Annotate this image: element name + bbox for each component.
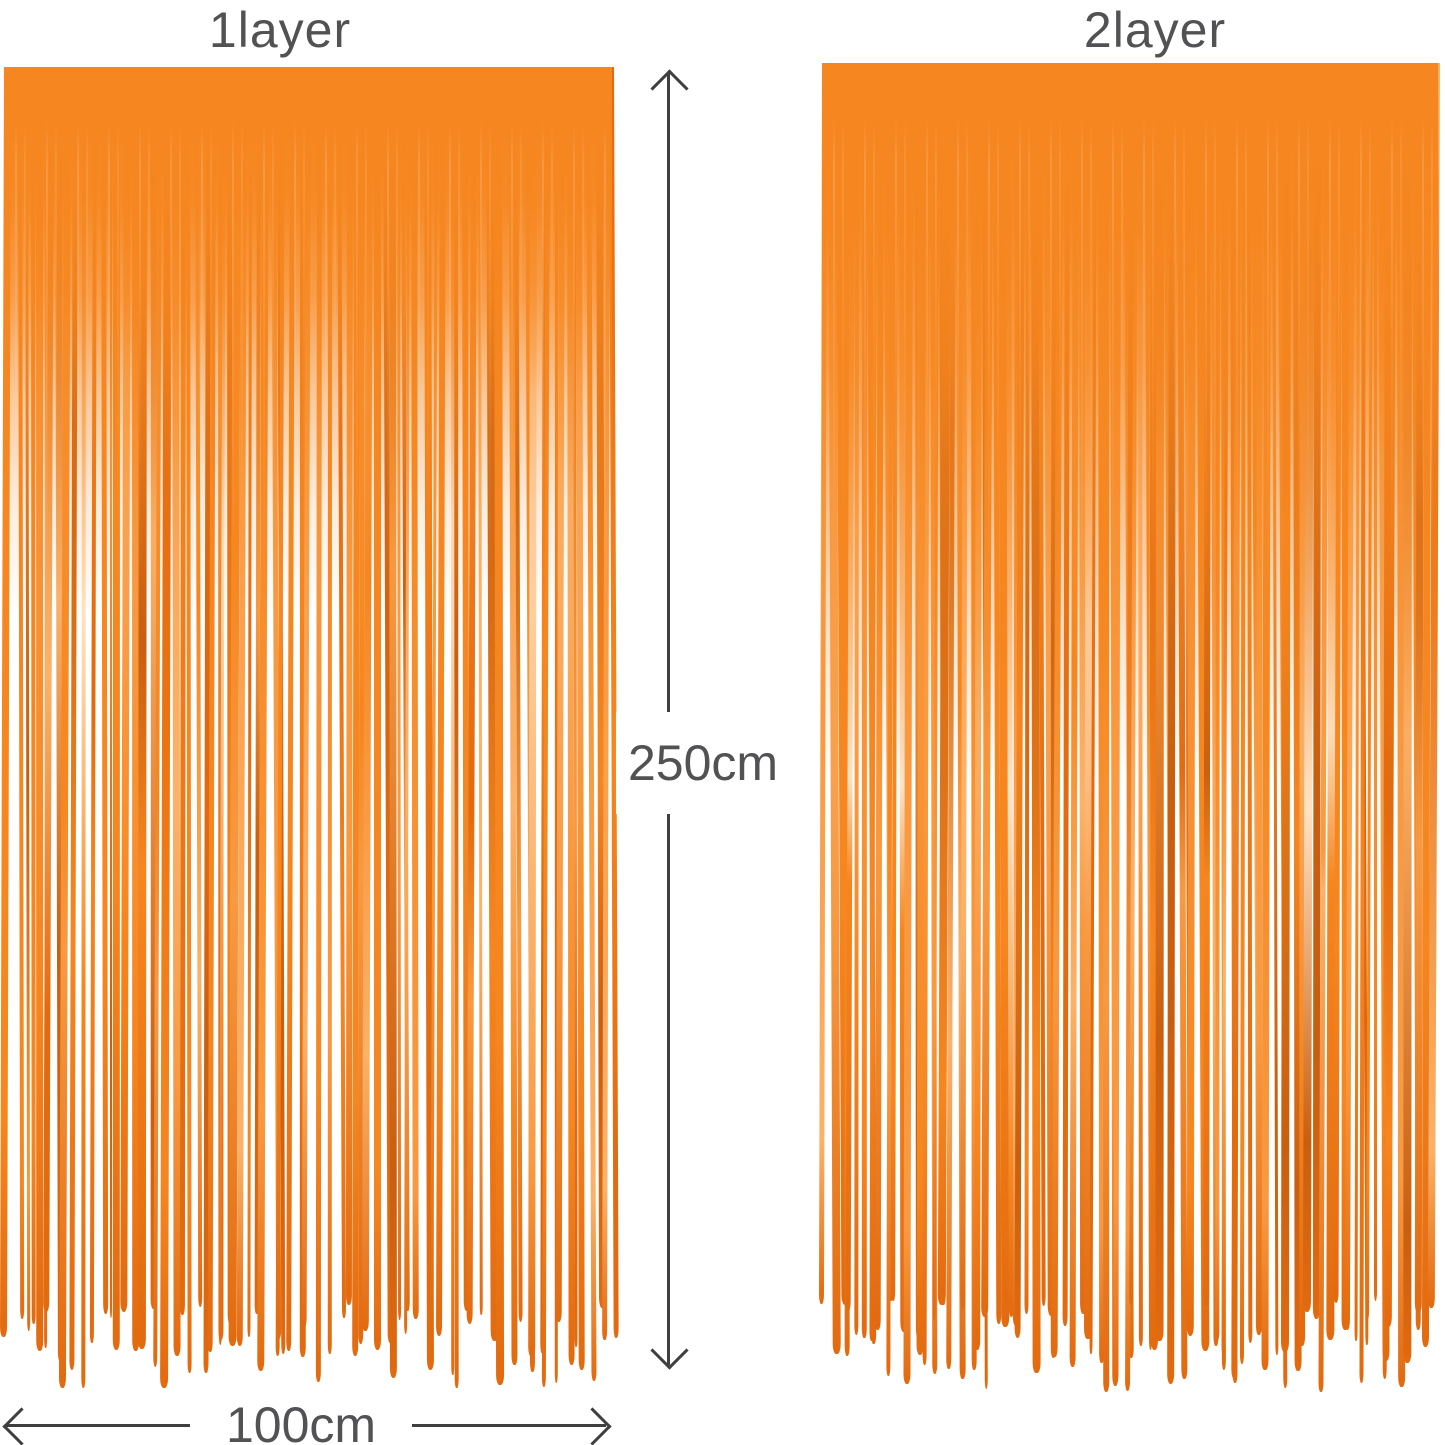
foil-fringe-curtain-2layer [818, 62, 1440, 1395]
foil-strand [396, 66, 401, 1321]
foil-strand [35, 66, 44, 1352]
foil-strand [119, 66, 132, 1313]
foil-strand [186, 66, 192, 1374]
foil-strand [1239, 62, 1246, 1365]
foil-strand [1138, 62, 1144, 1347]
foil-strand [453, 66, 459, 1389]
foil-strand [974, 62, 982, 1351]
foil-strand [466, 66, 478, 1325]
foil-strand [1271, 62, 1278, 1355]
foil-strand [112, 66, 121, 1351]
foil-fringe-curtain-1layer [0, 66, 619, 1390]
foil-strand [315, 66, 322, 1383]
foil-strand [818, 62, 827, 1305]
left-curtain-label: 1layer [208, 2, 352, 58]
foil-strand [389, 66, 398, 1379]
foil-strand [373, 67, 382, 1350]
foil-strand [1113, 62, 1121, 1384]
foil-strand [861, 62, 867, 1339]
foil-strand [854, 62, 860, 1336]
foil-strand [609, 66, 619, 1339]
foil-strand [18, 66, 25, 1320]
foil-strand [286, 66, 295, 1352]
foil-strand [69, 66, 79, 1371]
foil-strand [1203, 62, 1211, 1307]
foil-strand [171, 66, 180, 1357]
foil-strand [586, 66, 597, 1381]
foil-strand [179, 66, 186, 1316]
foil-strand [100, 66, 108, 1315]
foil-strand [903, 62, 913, 1385]
width-dimension-label: 100cm [189, 1400, 413, 1445]
foil-strand [1167, 62, 1177, 1385]
foil-strand [1403, 62, 1412, 1364]
arrow-up-icon [650, 69, 689, 108]
foil-strand [1186, 62, 1197, 1337]
foil-strand [1215, 62, 1221, 1342]
foil-strand [195, 66, 203, 1308]
right-curtain-label: 2layer [1083, 2, 1227, 58]
foil-strand [1354, 62, 1360, 1342]
foil-strand [576, 66, 585, 1371]
foil-strand [90, 66, 98, 1344]
foil-strand [436, 66, 447, 1337]
foil-strand [1062, 62, 1071, 1327]
foil-strand [247, 66, 253, 1338]
foil-strand [0, 66, 11, 1338]
foil-strand [411, 66, 420, 1320]
foil-strand [1366, 62, 1374, 1320]
foil-strand [24, 66, 30, 1332]
height-dimension-label: 250cm [615, 712, 791, 814]
foil-strand [1261, 62, 1271, 1371]
arrow-left-icon [2, 1407, 41, 1445]
foil-strand [1155, 62, 1164, 1342]
foil-strand [1024, 62, 1031, 1315]
foil-strand [327, 66, 332, 1355]
foil-strand [337, 66, 346, 1318]
arrow-right-icon [573, 1407, 612, 1445]
foil-strand [528, 66, 537, 1358]
foil-strand [138, 66, 148, 1350]
arrow-down-icon [650, 1331, 689, 1370]
foil-strand [477, 66, 483, 1316]
foil-strand [1103, 62, 1110, 1393]
foil-strand [494, 66, 504, 1386]
foil-strand [1373, 63, 1378, 1301]
foil-strand [1069, 62, 1079, 1368]
foil-strand [81, 66, 87, 1389]
foil-strand [1280, 62, 1291, 1353]
